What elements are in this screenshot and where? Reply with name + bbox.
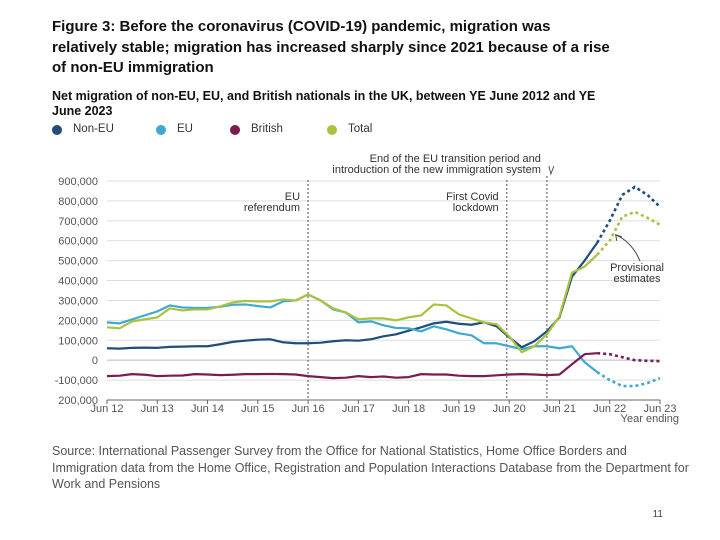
page-number: 11	[652, 509, 663, 520]
event-marker-label: referendum	[244, 202, 300, 214]
event-marker-label: First Covid	[446, 191, 499, 203]
legend-swatch-british	[230, 125, 240, 135]
provisional-annotation-arrowhead	[615, 234, 622, 241]
event-marker-label: introduction of the new immigration syst…	[332, 164, 540, 176]
series-line-eu-provisional	[596, 371, 661, 388]
legend-swatch-non-eu	[52, 125, 62, 135]
line-chart: 200,000 -100,000 0 100,000 200,000 300,000 400…	[55, 153, 679, 425]
y-tick-label: 400,000	[58, 276, 98, 288]
series-line-non-eu-provisional	[596, 185, 661, 244]
legend-label-total: Total	[348, 123, 373, 135]
y-tick-label: 200,000	[58, 315, 98, 327]
figure-title: Figure 3: Before the coronavirus (COVID-…	[52, 18, 610, 76]
series-line-total	[106, 253, 598, 354]
x-tick-label: Jun 14	[191, 403, 224, 415]
legend-swatch-total	[327, 125, 337, 135]
x-tick-label: Jun 20	[493, 403, 526, 415]
series-line-non-eu	[106, 242, 599, 350]
x-tick-label: Jun 21	[543, 403, 576, 415]
series-line-british	[106, 352, 598, 380]
series-line-british-provisional	[597, 351, 661, 363]
event-marker-label: lockdown	[453, 202, 499, 214]
y-tick-label: 300,000	[58, 295, 98, 307]
y-tick-label: 0	[92, 355, 98, 367]
x-tick-label: Jun 12	[90, 403, 123, 415]
y-tick-label: 600,000	[58, 236, 98, 248]
provisional-annotation-label: Provisional	[610, 262, 664, 274]
y-tick-label: -100,000	[55, 375, 98, 387]
x-tick-label: Jun 19	[442, 403, 475, 415]
series-line-eu	[106, 293, 598, 373]
y-tick-label: 200,000	[58, 395, 98, 407]
y-tick-label: 500,000	[58, 256, 98, 268]
x-tick-label: Jun 17	[342, 403, 375, 415]
x-tick-label: Jun 23	[643, 403, 676, 415]
event-marker-label: EU	[285, 191, 300, 203]
legend-label-eu: EU	[177, 123, 193, 135]
event-marker-arrow	[548, 165, 555, 176]
provisional-annotation-arrow	[615, 234, 641, 262]
y-tick-label: 900,000	[58, 176, 98, 188]
legend-label-non-eu: Non-EU	[73, 123, 114, 135]
chart-title: Net migration of non-EU, EU, and British…	[52, 89, 596, 118]
x-tick-label: Jun 15	[241, 403, 274, 415]
y-tick-label: 800,000	[58, 196, 98, 208]
legend-swatch-eu	[156, 125, 166, 135]
y-tick-label: 700,000	[58, 216, 98, 228]
y-tick-label: 100,000	[58, 335, 98, 347]
x-tick-label: Jun 18	[392, 403, 425, 415]
x-axis-title: Year ending	[621, 413, 679, 425]
x-tick-label: Jun 16	[292, 403, 325, 415]
series-line-total-provisional	[596, 210, 661, 256]
provisional-annotation-label: estimates	[613, 273, 661, 285]
event-marker-label: End of the EU transition period and	[370, 153, 541, 165]
x-tick-label: Jun 13	[141, 403, 174, 415]
legend-label-british: British	[251, 123, 283, 135]
source-note: Source: International Passenger Survey f…	[52, 444, 689, 491]
x-tick-label: Jun 22	[593, 403, 626, 415]
